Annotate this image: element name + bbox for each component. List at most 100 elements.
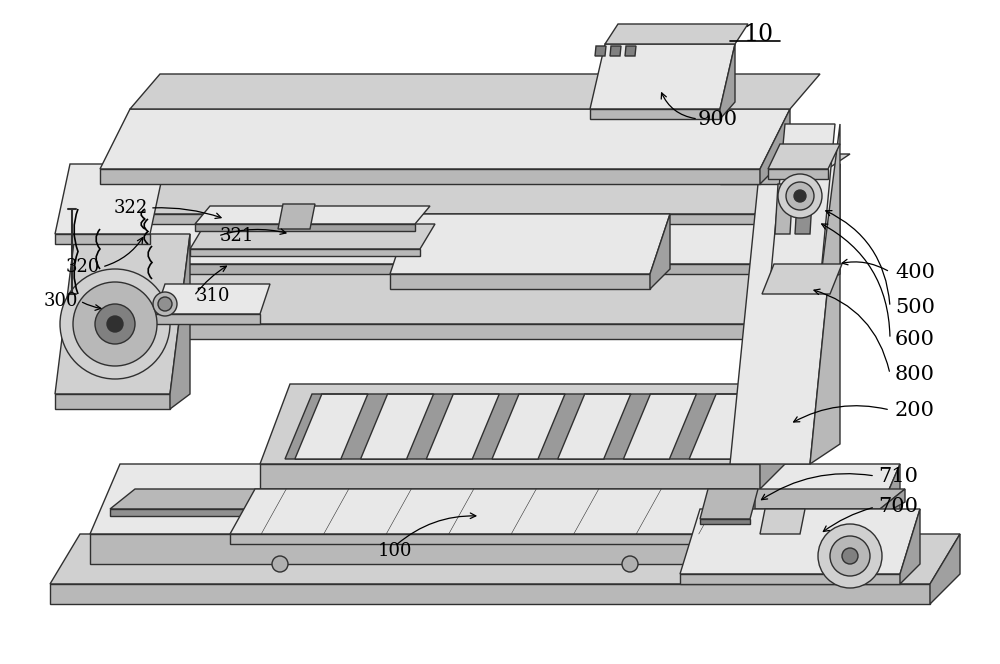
Polygon shape — [155, 314, 260, 324]
Text: 322: 322 — [114, 199, 148, 217]
Polygon shape — [595, 46, 606, 56]
Text: 700: 700 — [878, 497, 918, 517]
Polygon shape — [278, 204, 315, 229]
Polygon shape — [558, 394, 631, 459]
Polygon shape — [870, 464, 900, 564]
Circle shape — [842, 548, 858, 564]
Circle shape — [60, 269, 170, 379]
Polygon shape — [590, 109, 720, 119]
Text: 400: 400 — [895, 262, 935, 282]
Polygon shape — [195, 224, 415, 231]
Polygon shape — [625, 46, 636, 56]
Polygon shape — [155, 284, 270, 314]
Polygon shape — [610, 46, 621, 56]
Polygon shape — [720, 154, 850, 174]
Text: 500: 500 — [895, 297, 935, 317]
Circle shape — [158, 297, 172, 311]
Polygon shape — [190, 224, 435, 249]
Polygon shape — [230, 534, 730, 544]
Polygon shape — [623, 394, 696, 459]
Polygon shape — [492, 394, 565, 459]
Polygon shape — [730, 489, 755, 544]
Circle shape — [95, 304, 135, 344]
Polygon shape — [110, 264, 760, 274]
Polygon shape — [50, 584, 930, 604]
Polygon shape — [760, 264, 790, 339]
Text: 710: 710 — [878, 467, 918, 485]
Polygon shape — [285, 394, 772, 459]
Polygon shape — [768, 144, 840, 169]
Polygon shape — [55, 234, 150, 244]
Circle shape — [272, 556, 288, 572]
Circle shape — [818, 524, 882, 588]
Circle shape — [786, 182, 814, 210]
Polygon shape — [650, 214, 670, 289]
Polygon shape — [768, 169, 828, 179]
Polygon shape — [426, 394, 499, 459]
Text: 320: 320 — [66, 258, 100, 276]
Polygon shape — [100, 109, 790, 169]
Polygon shape — [50, 534, 960, 584]
Polygon shape — [820, 124, 840, 284]
Polygon shape — [110, 509, 880, 516]
Polygon shape — [390, 274, 650, 289]
Polygon shape — [880, 489, 905, 516]
Polygon shape — [689, 394, 762, 459]
Polygon shape — [775, 184, 793, 234]
Circle shape — [73, 282, 157, 366]
Circle shape — [107, 316, 123, 332]
Polygon shape — [100, 324, 760, 339]
Polygon shape — [680, 574, 900, 584]
Text: 200: 200 — [895, 400, 935, 420]
Polygon shape — [90, 464, 900, 534]
Polygon shape — [260, 384, 790, 464]
Polygon shape — [55, 234, 190, 394]
Polygon shape — [760, 509, 805, 534]
Polygon shape — [100, 264, 790, 324]
Text: 300: 300 — [44, 292, 78, 310]
Circle shape — [622, 556, 638, 572]
Polygon shape — [680, 509, 920, 574]
Polygon shape — [605, 24, 748, 44]
Polygon shape — [230, 489, 755, 534]
Polygon shape — [720, 174, 820, 184]
Polygon shape — [700, 519, 750, 524]
Text: 321: 321 — [220, 227, 254, 245]
Polygon shape — [760, 109, 790, 184]
Circle shape — [778, 174, 822, 218]
Polygon shape — [110, 489, 905, 509]
Text: 100: 100 — [378, 542, 413, 560]
Polygon shape — [195, 206, 430, 224]
Polygon shape — [55, 164, 165, 234]
Text: 600: 600 — [895, 329, 935, 349]
Polygon shape — [90, 534, 870, 564]
Polygon shape — [762, 264, 842, 294]
Polygon shape — [170, 234, 190, 409]
Circle shape — [794, 190, 806, 202]
Polygon shape — [755, 169, 784, 224]
Circle shape — [830, 536, 870, 576]
Polygon shape — [100, 169, 760, 184]
Text: 800: 800 — [895, 365, 935, 384]
Polygon shape — [795, 184, 813, 234]
Polygon shape — [730, 164, 840, 464]
Polygon shape — [900, 509, 920, 584]
Polygon shape — [390, 214, 670, 274]
Polygon shape — [130, 74, 820, 109]
Polygon shape — [260, 464, 760, 489]
Polygon shape — [295, 394, 368, 459]
Polygon shape — [700, 489, 758, 519]
Circle shape — [153, 292, 177, 316]
Text: 900: 900 — [698, 110, 738, 129]
Polygon shape — [930, 534, 960, 604]
Polygon shape — [55, 394, 170, 409]
Polygon shape — [810, 164, 840, 464]
Text: 310: 310 — [196, 287, 231, 305]
Polygon shape — [115, 214, 755, 224]
Polygon shape — [115, 169, 784, 214]
Polygon shape — [110, 214, 790, 264]
Polygon shape — [190, 249, 420, 256]
Polygon shape — [361, 394, 434, 459]
Polygon shape — [720, 44, 735, 119]
Polygon shape — [770, 124, 835, 284]
